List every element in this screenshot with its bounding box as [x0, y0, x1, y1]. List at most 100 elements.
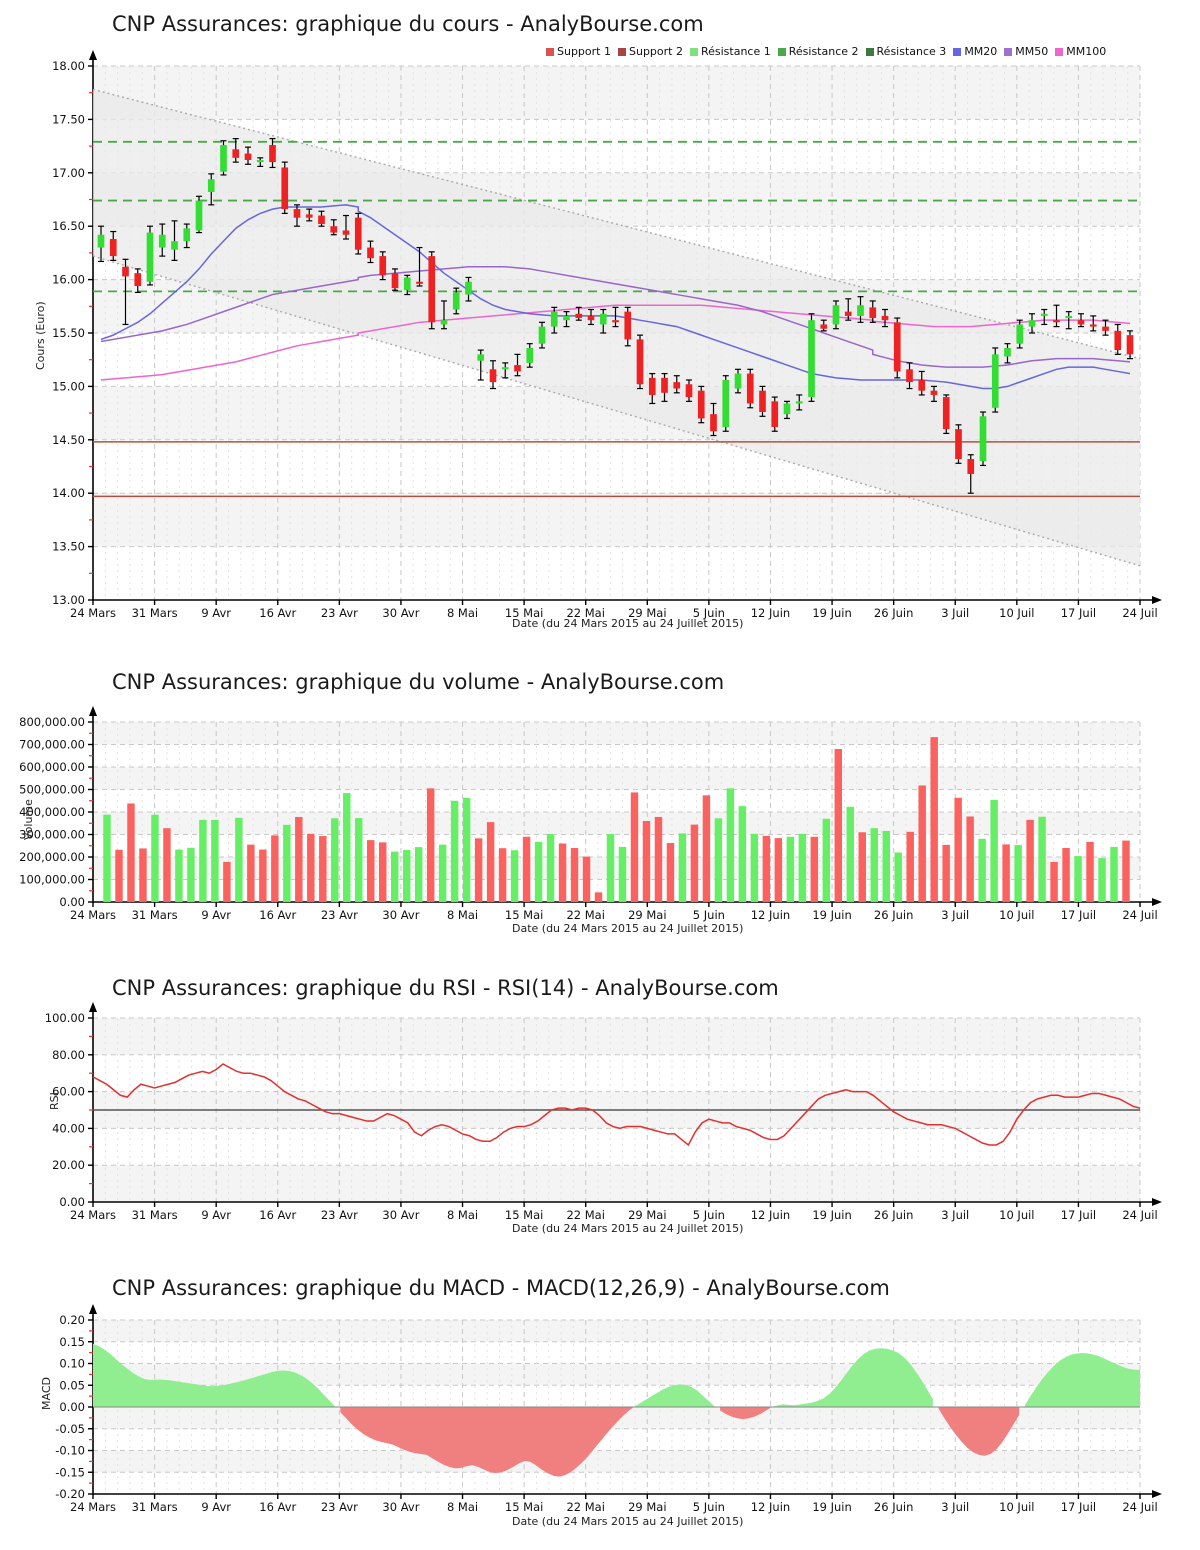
- candlestick: [1028, 313, 1036, 334]
- candlestick: [746, 368, 754, 409]
- candlestick: [893, 317, 901, 379]
- candlestick: [97, 225, 105, 263]
- y-tick-label: 500,000.00: [19, 783, 85, 797]
- volume-bar: [918, 785, 926, 902]
- candlestick: [416, 246, 423, 287]
- volume-bar: [271, 835, 279, 902]
- volume-bar: [618, 846, 627, 902]
- y-tick-label: 0.00: [59, 1400, 85, 1414]
- x-tick-label: 24 Juil: [1122, 1500, 1157, 1514]
- volume-bar: [738, 806, 747, 902]
- y-tick-label: 20.00: [52, 1158, 85, 1172]
- candlestick: [918, 370, 926, 396]
- volume-bar: [954, 797, 962, 902]
- legend-label: MM100: [1066, 45, 1107, 58]
- macd-area: [720, 1407, 772, 1420]
- x-tick-label: 23 Avr: [321, 606, 358, 620]
- volume-bar: [906, 831, 914, 902]
- x-tick-label: 26 Juin: [874, 1500, 913, 1514]
- legend-swatch-icon: [1055, 47, 1064, 56]
- x-tick-label: 15 Mai: [505, 1500, 543, 1514]
- x-tick-label: 3 Juil: [941, 908, 969, 922]
- candlestick: [661, 372, 668, 402]
- volume-bar: [594, 892, 603, 902]
- y-tick-label: -0.10: [55, 1444, 85, 1458]
- x-tick-label: 5 Juin: [693, 1208, 725, 1222]
- candlestick: [795, 394, 803, 411]
- candlestick: [563, 311, 570, 328]
- candlestick: [930, 385, 938, 402]
- volume-y-axis-label: Volume: [22, 799, 35, 840]
- rsi-y-axis-label: RSI: [48, 1092, 61, 1110]
- y-tick-label: 800,000.00: [19, 715, 85, 729]
- volume-bar: [1074, 856, 1082, 902]
- candlestick: [685, 379, 693, 402]
- candlestick: [134, 268, 142, 294]
- candlestick: [697, 385, 705, 424]
- volume-bar: [127, 803, 135, 902]
- candlestick: [1089, 315, 1097, 332]
- x-tick-label: 31 Mars: [132, 1208, 178, 1222]
- candlestick: [808, 313, 815, 402]
- x-tick-label: 15 Mai: [505, 1208, 543, 1222]
- x-tick-label: 12 Juin: [751, 606, 790, 620]
- candlestick: [771, 396, 779, 432]
- candlestick: [820, 319, 828, 332]
- candlestick: [183, 223, 191, 249]
- volume-bar: [1086, 841, 1094, 902]
- candlestick: [1077, 313, 1085, 328]
- volume-bar: [654, 816, 663, 902]
- legend-swatch-icon: [865, 47, 874, 56]
- candlestick: [612, 306, 619, 328]
- y-tick-label: 14.50: [52, 433, 85, 447]
- volume-bar: [199, 819, 207, 902]
- candlestick: [869, 300, 877, 323]
- candlestick: [832, 300, 840, 330]
- candlestick: [550, 306, 558, 334]
- legend-swatch-icon: [617, 47, 626, 56]
- candlestick: [710, 402, 717, 437]
- x-tick-label: 10 Juil: [999, 606, 1034, 620]
- volume-bar: [858, 832, 866, 902]
- legend-label: Résistance 1: [700, 45, 771, 58]
- candlestick: [367, 240, 374, 264]
- candlestick: [244, 146, 252, 165]
- candlestick: [734, 368, 742, 394]
- volume-bar: [822, 818, 831, 902]
- candlestick: [489, 360, 497, 390]
- candlestick: [722, 375, 730, 432]
- legend-swatch-icon: [546, 47, 554, 56]
- volume-bar: [534, 841, 543, 902]
- x-tick-label: 30 Avr: [382, 606, 419, 620]
- volume-bar: [462, 797, 471, 902]
- volume-bar: [235, 817, 243, 902]
- candlestick: [342, 214, 350, 240]
- candlestick: [1053, 304, 1060, 328]
- candlestick: [906, 362, 913, 390]
- candlestick: [514, 353, 521, 377]
- candlestick: [354, 212, 362, 255]
- volume-bar: [870, 828, 878, 902]
- legend-swatch-icon: [1004, 47, 1013, 56]
- rsi-line: [92, 1063, 1141, 1147]
- candlestick: [648, 372, 656, 405]
- volume-bar: [1062, 848, 1070, 902]
- candlestick: [538, 321, 546, 349]
- x-tick-label: 24 Juil: [1122, 908, 1157, 922]
- candlestick: [207, 173, 215, 206]
- y-tick-label: 16.00: [52, 273, 85, 287]
- x-tick-label: 5 Juin: [693, 606, 725, 620]
- volume-bar: [331, 818, 339, 902]
- legend-label: MM20: [964, 45, 998, 58]
- volume-bar: [762, 835, 771, 902]
- y-tick-label: 700,000.00: [19, 738, 85, 752]
- rsi-chart-title: CNP Assurances: graphique du RSI - RSI(1…: [112, 976, 779, 1000]
- x-tick-label: 22 Mai: [566, 1500, 604, 1514]
- candlestick: [256, 157, 264, 167]
- volume-bar: [798, 833, 807, 902]
- legend-swatch-icon: [953, 47, 962, 56]
- volume-bar: [103, 814, 111, 902]
- y-tick-label: 60.00: [52, 1085, 85, 1099]
- volume-bar: [1098, 858, 1106, 902]
